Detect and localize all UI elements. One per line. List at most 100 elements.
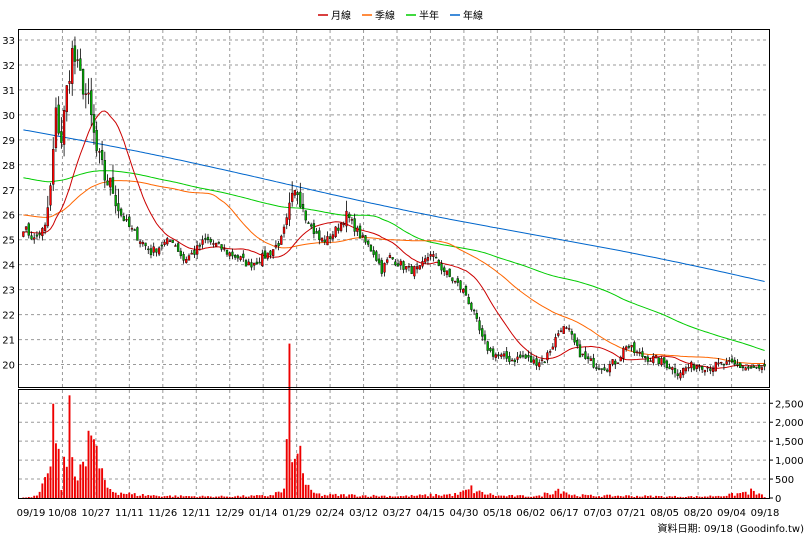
volume-bar (706, 496, 709, 498)
volume-bar (125, 494, 128, 498)
candle-body (663, 357, 666, 364)
volume-bar (242, 495, 245, 498)
price-tick-label: 30 (2, 111, 15, 122)
volume-bar (177, 496, 180, 498)
volume-bar (440, 495, 443, 498)
volume-bar (633, 497, 636, 498)
volume-bar (329, 493, 332, 498)
price-grid (19, 30, 769, 387)
candle-body (383, 262, 386, 273)
volume-bar (209, 496, 212, 498)
volume-bar (215, 496, 218, 498)
volume-bar (372, 494, 375, 498)
price-panel-frame (18, 29, 770, 388)
volume-bar (228, 496, 231, 498)
volume-bar (312, 492, 315, 498)
candle-body (38, 233, 41, 236)
volume-bar (448, 493, 451, 498)
candle-body (481, 328, 484, 337)
volume-bar (272, 495, 275, 498)
axes: 20 21 22 23 24 25 26 27 28 29 30 31 32 33 0 500 1,000 1,5… (2, 36, 803, 519)
volume-bar (684, 497, 687, 498)
volume-bar (741, 492, 744, 498)
candle-body (52, 149, 55, 185)
volume-bar (155, 495, 158, 498)
volume-bar (388, 495, 391, 498)
volume-bar (646, 496, 649, 498)
candle-body (625, 346, 628, 350)
volume-bar (207, 496, 209, 498)
date-tick-label: 12/29 (215, 508, 244, 519)
candle-body (136, 227, 139, 241)
candle-body (41, 227, 44, 237)
volume-bar (546, 492, 549, 498)
candle-body (538, 362, 541, 367)
volume-bar (223, 496, 226, 498)
volume-bar (527, 496, 530, 498)
candle-body (166, 238, 169, 245)
candle-body (174, 245, 177, 247)
volume-bar (554, 490, 557, 498)
candle-body (535, 358, 538, 366)
candle-body (109, 177, 112, 188)
volume-bar (198, 496, 201, 498)
candle-body (46, 207, 49, 227)
volume-bar (277, 491, 280, 498)
date-tick-label: 08/05 (650, 508, 679, 519)
candle-body (377, 258, 381, 264)
candle-body (133, 229, 136, 231)
volume-bar (120, 492, 123, 498)
date-tick-label: 01/29 (282, 508, 311, 519)
candle-body (616, 362, 620, 364)
volume-bar (369, 496, 372, 498)
volume-bar (139, 495, 142, 498)
candle-body (649, 360, 652, 362)
volume-bar (182, 496, 185, 498)
price-tick-label: 25 (2, 236, 15, 247)
candle-body (456, 278, 459, 283)
candle-body (619, 356, 622, 362)
volume-bar (505, 496, 508, 498)
candle-body (54, 107, 58, 148)
volume-bar (497, 495, 500, 498)
candle-body (361, 235, 364, 238)
candle-body (62, 110, 66, 145)
volume-bar (57, 448, 60, 498)
volume-bar (720, 496, 723, 498)
volume-bar (736, 493, 739, 498)
candle-body (223, 248, 226, 250)
volume-bar (671, 496, 674, 498)
candle-body (722, 363, 726, 366)
candle-body (399, 260, 402, 266)
candle-body (720, 362, 723, 364)
volume-bar (337, 495, 340, 498)
candle-body (266, 252, 269, 259)
volume-bar (166, 495, 169, 498)
price-tick-label: 23 (2, 286, 15, 297)
data-date-label: 資料日期: 09/18 (Goodinfo.tw) (657, 522, 804, 535)
candle-body (337, 227, 340, 231)
candle-body (103, 160, 106, 181)
volume-bar (361, 495, 364, 498)
volume-bar (291, 462, 294, 498)
volume-bar (516, 495, 519, 498)
candle-body (391, 257, 394, 260)
candle-body (331, 234, 335, 239)
candle-body (263, 250, 267, 259)
volume-bar (188, 496, 190, 498)
volume-bar (744, 491, 747, 498)
candle-body (193, 250, 196, 255)
candle-body (234, 254, 237, 258)
volume-bar (418, 494, 421, 498)
candle-body (206, 236, 210, 240)
candle-body (445, 270, 449, 275)
price-tick-label: 20 (2, 361, 15, 372)
volume-bar (747, 494, 750, 498)
candle-body (144, 242, 147, 247)
volume-bar (171, 496, 174, 498)
volume-bar (655, 495, 657, 498)
candle-body (100, 150, 104, 160)
candle-body (589, 358, 593, 361)
volume-bar (410, 494, 413, 498)
volume-bar (728, 493, 731, 498)
